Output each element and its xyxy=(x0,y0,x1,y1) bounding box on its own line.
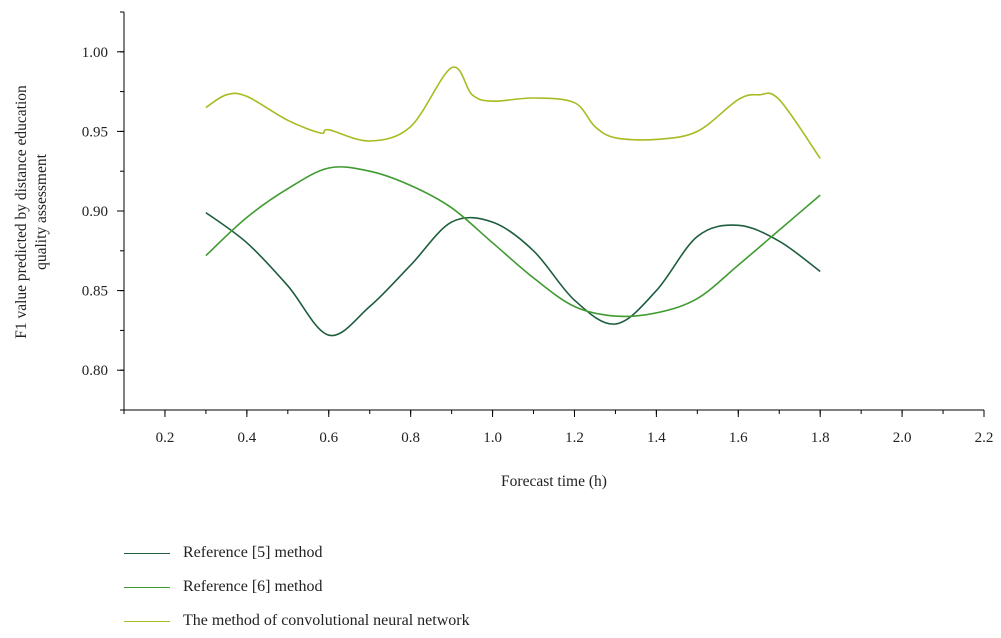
x-tick-label: 0.2 xyxy=(156,430,175,446)
y-tick-label: 0.85 xyxy=(82,284,108,300)
legend-swatch-reference-5 xyxy=(124,553,170,554)
y-tick-label: 0.90 xyxy=(82,204,108,220)
x-tick-label: 2.0 xyxy=(893,430,912,446)
x-tick-label: 0.4 xyxy=(237,430,256,446)
legend-swatch-cnn-method xyxy=(124,621,170,622)
series-layer xyxy=(206,67,820,336)
x-tick-label: 1.6 xyxy=(729,430,748,446)
legend-item-reference-5: Reference [5] method xyxy=(124,536,470,570)
x-tick-label: 0.6 xyxy=(319,430,338,446)
legend-swatch-reference-6 xyxy=(124,587,170,588)
axes: 0.2 0.4 0.6 0.8 1.0 1.2 1.4 1.6 1.8 2.0 2.2 0.80 0.8… xyxy=(82,12,994,446)
x-tick-label: 0.8 xyxy=(401,430,420,446)
y-tick-label: 0.80 xyxy=(82,363,108,379)
legend-label-reference-6: Reference [6] method xyxy=(183,578,322,596)
x-tick-label: 1.4 xyxy=(647,430,666,446)
x-axis-title: Forecast time (h) xyxy=(501,473,607,490)
series-line-cnn-method xyxy=(206,67,820,158)
legend-label-reference-5: Reference [5] method xyxy=(183,544,322,562)
y-axis-title-line-2: quality assessment xyxy=(33,153,50,269)
legend-label-cnn-method: The method of convolutional neural netwo… xyxy=(183,612,470,630)
legend-item-reference-6: Reference [6] method xyxy=(124,570,470,604)
x-tick-label: 1.2 xyxy=(565,430,584,446)
series-line-reference-6 xyxy=(206,167,820,317)
legend-item-cnn-method: The method of convolutional neural netwo… xyxy=(124,604,470,638)
line-chart: 0.2 0.4 0.6 0.8 1.0 1.2 1.4 1.6 1.8 2.0 2.2 0.80 0.8… xyxy=(0,0,1001,623)
y-tick-label: 1.00 xyxy=(82,45,108,61)
x-tick-label: 1.0 xyxy=(483,430,502,446)
x-tick-label: 1.8 xyxy=(811,430,830,446)
y-tick-label: 0.95 xyxy=(82,124,108,140)
x-tick-label: 2.2 xyxy=(975,430,994,446)
y-axis-title-line-1: F1 value predicted by distance education xyxy=(13,85,30,339)
